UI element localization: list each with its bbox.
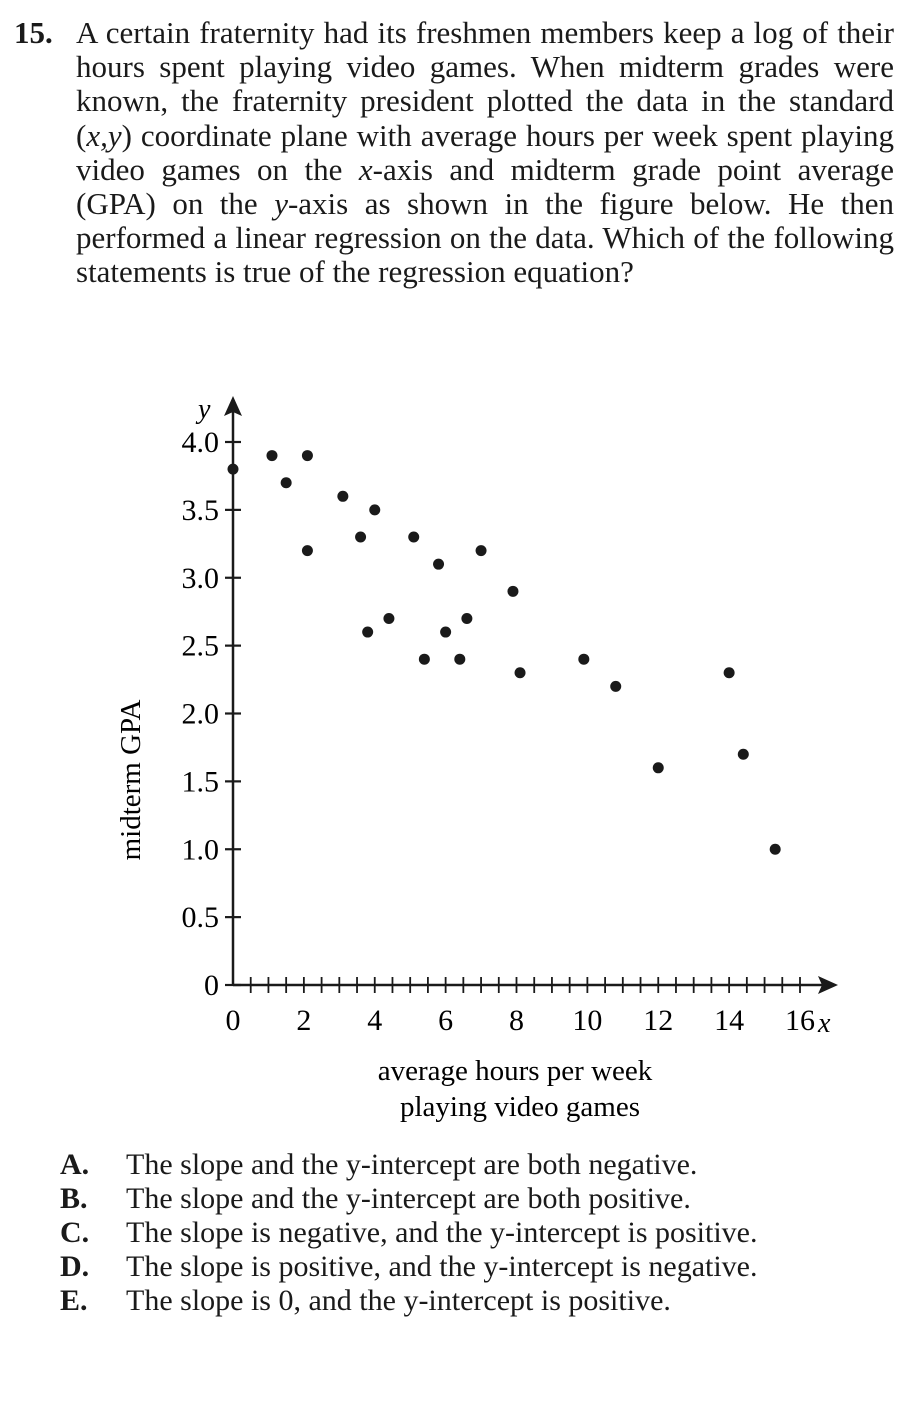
stem-var-x: x (358, 151, 373, 187)
data-point (440, 626, 452, 638)
answer-letter: C. (60, 1216, 90, 1249)
data-points (227, 450, 781, 855)
data-point (408, 531, 420, 543)
data-point (723, 667, 735, 679)
y-axis-letter: y (195, 394, 211, 425)
answer-text: The slope and the y-intercept are both n… (126, 1148, 698, 1181)
answer-letter: E. (60, 1284, 88, 1317)
data-point (769, 843, 781, 855)
x-tick-label: 8 (509, 1004, 524, 1037)
answer-c[interactable]: C. The slope is negative, and the y-inter… (60, 1216, 880, 1250)
data-point (337, 490, 349, 502)
scatter-chart: 00.51.01.52.02.53.03.54.0 0 2 4 6 8 10 12 14 16 … (115, 394, 838, 1123)
x-tick-label: 16 (785, 1004, 815, 1037)
question-block: 15. A certain fraternity had its freshme… (14, 15, 894, 290)
y-tick-label: 1.5 (182, 765, 220, 798)
data-point (369, 504, 381, 516)
answer-letter: B. (60, 1182, 88, 1215)
y-axis-ticks: 0 0.5 1.0 1.5 2.0 2.5 3.0 3.5 4.0 (182, 426, 241, 1002)
answer-e[interactable]: E. The slope is 0, and the y-intercept is… (60, 1284, 880, 1318)
stem-text: ) coordinate plane with average hours pe… (76, 117, 894, 187)
x-axis-arrow (818, 976, 838, 994)
y-axis-label: midterm GPA (115, 700, 147, 861)
data-point (737, 748, 749, 760)
y-tick-label: 3.5 (182, 494, 220, 527)
data-point (301, 450, 313, 462)
y-tick-label: 2.5 (182, 630, 220, 663)
answer-d[interactable]: D. The slope is positive, and the y-inter… (60, 1250, 880, 1284)
x-tick-label: 2 (296, 1004, 311, 1037)
y-tick-label: 4.0 (182, 426, 220, 459)
answer-text: The slope is negative, and the y-interce… (126, 1216, 758, 1249)
y-tick-label: 0.5 (182, 901, 220, 934)
data-point (507, 585, 519, 597)
data-point (383, 612, 395, 624)
x-tick-label: 6 (438, 1004, 453, 1037)
data-point (266, 450, 278, 462)
x-axis-label-line-2: playing video games (400, 1091, 640, 1123)
y-tick-label: 1.0 (182, 833, 220, 866)
y-tick-label: 2.0 (182, 698, 220, 731)
y-tick-label: 3.0 (182, 562, 220, 595)
question-number: 15. (14, 15, 53, 50)
answer-text: The slope is 0, and the y-intercept is p… (126, 1284, 671, 1317)
data-point (652, 762, 664, 774)
x-tick-label: 14 (714, 1004, 744, 1037)
question-stem: A certain fraternity had its freshmen me… (76, 15, 894, 290)
data-point (418, 653, 430, 665)
answer-letter: A. (60, 1148, 90, 1181)
x-tick-label: 10 (572, 1004, 602, 1037)
data-point (461, 612, 473, 624)
data-point (362, 626, 374, 638)
answer-choices: A. The slope and the y-intercept are both… (60, 1148, 880, 1318)
x-tick-label: 4 (367, 1004, 382, 1037)
x-axis-letter: x (817, 1008, 831, 1039)
stem-text: -axis as shown in the figure below. He t… (76, 186, 894, 290)
answer-a[interactable]: A. The slope and the y-intercept are both… (60, 1148, 880, 1182)
y-axis-arrow (224, 396, 242, 416)
data-point (475, 545, 487, 557)
x-tick-label: 12 (643, 1004, 673, 1037)
answer-letter: D. (60, 1250, 90, 1283)
answer-text: The slope is positive, and the y-interce… (126, 1250, 758, 1283)
answer-text: The slope and the y-intercept are both p… (126, 1182, 691, 1215)
data-point (280, 477, 292, 489)
data-point (610, 680, 622, 692)
stem-text: A certain fraternity had its freshmen me… (76, 15, 894, 153)
data-point (355, 531, 367, 543)
x-tick-label: 0 (226, 1004, 241, 1037)
data-point (433, 558, 445, 570)
stem-var-xy: x,y (86, 117, 122, 153)
stem-text: -axis and midterm grade point average (G… (76, 151, 894, 222)
data-point (454, 653, 466, 665)
x-axis-label-line-1: average hours per week (378, 1055, 653, 1087)
data-point (578, 653, 590, 665)
stem-var-y: y (274, 186, 288, 222)
data-point (227, 463, 239, 475)
answer-b[interactable]: B. The slope and the y-intercept are both… (60, 1182, 880, 1216)
y-tick-label: 0 (204, 969, 219, 1002)
data-point (514, 667, 526, 679)
data-point (301, 545, 313, 557)
